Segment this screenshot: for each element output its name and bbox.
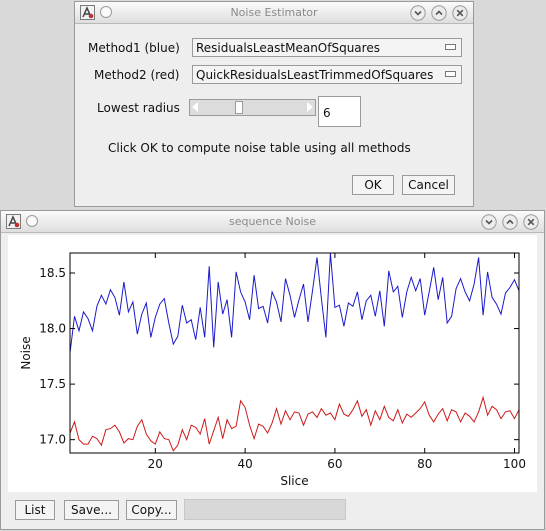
method1-select[interactable]: ResidualsLeastMeanOfSquares [192,38,462,57]
slider-thumb[interactable] [235,101,243,114]
plot-frame [69,252,520,454]
method2-value: QuickResidualsLeastTrimmedOfSquares [196,68,434,82]
y-tick-label: 18.5 [39,266,66,280]
status-field [184,499,346,520]
dropdown-icon [445,44,456,50]
method1-value: ResidualsLeastMeanOfSquares [196,41,380,55]
window-title: sequence Noise [228,215,317,228]
cancel-button[interactable]: Cancel [402,175,455,195]
noise-estimator-titlebar[interactable]: Noise Estimator [75,2,473,24]
window-title: Noise Estimator [230,6,318,19]
series-line-2 [69,395,520,452]
instruction-text: Click OK to compute noise table using al… [108,141,411,155]
plot-titlebar[interactable]: sequence Noise [1,211,544,233]
radius-slider[interactable] [189,99,316,116]
app-icon [80,5,95,20]
method2-select[interactable]: QuickResidualsLeastTrimmedOfSquares [192,65,462,84]
x-tick-label: 100 [503,457,526,471]
noise-chart: 20 40 60 80 100 17.0 17.5 18.0 18.5 Slice Noise [19,252,526,488]
plot-area: 20 40 60 80 100 17.0 17.5 18.0 18.5 Slice Noise [8,235,537,492]
maximize-icon[interactable] [431,5,447,21]
y-tick-label: 17.0 [39,433,66,447]
radius-label: Lowest radius [97,101,180,115]
close-icon[interactable] [452,5,468,21]
series-line-1 [69,252,520,354]
x-tick-label: 40 [237,457,252,471]
window-menu-icon[interactable] [26,215,38,227]
close-icon[interactable] [523,214,539,230]
method1-label: Method1 (blue) [88,41,180,55]
dropdown-icon [445,71,456,77]
window-menu-icon[interactable] [100,6,112,18]
x-axis-label: Slice [280,474,308,488]
x-tick-label: 80 [417,457,432,471]
noise-estimator-window: Noise Estimator [74,1,474,207]
x-tick-label: 60 [327,457,342,471]
x-tick-label: 20 [148,457,163,471]
radius-field[interactable]: 6 [318,96,361,127]
save-button[interactable]: Save... [64,500,119,520]
y-axis-label: Noise [19,336,33,369]
minimize-icon[interactable] [481,214,497,230]
copy-button[interactable]: Copy... [126,500,177,520]
y-tick-label: 17.5 [39,377,66,391]
app-icon [6,214,21,229]
ok-button[interactable]: OK [352,175,394,195]
list-button[interactable]: List [15,500,55,520]
slider-right-arrow-icon[interactable] [307,102,313,112]
slider-left-arrow-icon[interactable] [192,102,198,112]
maximize-icon[interactable] [502,214,518,230]
minimize-icon[interactable] [410,5,426,21]
method2-label: Method2 (red) [94,68,180,82]
y-tick-label: 18.0 [39,322,66,336]
